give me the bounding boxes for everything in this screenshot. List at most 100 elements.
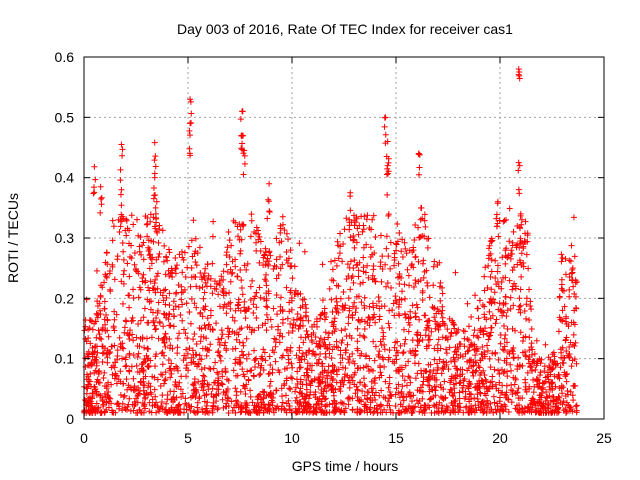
data-point: [134, 392, 141, 399]
data-point: [386, 374, 393, 381]
data-point: [238, 325, 245, 332]
data-point: [462, 393, 469, 400]
data-point: [328, 373, 335, 380]
data-point: [259, 388, 266, 395]
data-point: [145, 346, 152, 353]
data-point: [195, 360, 202, 367]
data-point: [411, 236, 418, 243]
data-point: [448, 330, 455, 337]
data-point: [210, 218, 217, 225]
data-point: [247, 393, 254, 400]
data-point: [294, 290, 301, 297]
data-point: [412, 351, 419, 358]
data-point: [399, 350, 406, 357]
data-point: [283, 230, 290, 237]
data-point: [457, 379, 464, 386]
data-point: [229, 345, 236, 352]
data-point: [303, 313, 310, 320]
data-point: [405, 272, 412, 279]
data-point: [509, 347, 516, 354]
data-point: [116, 229, 123, 236]
data-point: [522, 386, 529, 393]
data-point: [360, 364, 367, 371]
data-point: [172, 378, 179, 385]
data-point: [296, 240, 303, 247]
data-point: [430, 305, 437, 312]
data-point: [528, 344, 535, 351]
data-point: [556, 385, 563, 392]
data-point: [130, 286, 137, 293]
data-point: [423, 324, 430, 331]
data-point: [188, 359, 195, 366]
data-point: [573, 278, 580, 285]
data-point: [132, 267, 139, 274]
data-point: [81, 397, 88, 404]
data-point: [364, 212, 371, 219]
data-point: [205, 381, 212, 388]
data-point: [183, 362, 190, 369]
data-point: [209, 290, 216, 297]
data-point: [445, 404, 452, 411]
data-point: [504, 348, 511, 355]
data-point: [522, 352, 529, 359]
data-point: [333, 262, 340, 269]
data-point: [258, 402, 265, 409]
data-point: [265, 290, 272, 297]
data-point: [319, 363, 326, 370]
data-point: [184, 264, 191, 271]
data-point: [184, 350, 191, 357]
data-point: [232, 385, 239, 392]
data-point: [571, 382, 578, 389]
data-point: [227, 278, 234, 285]
data-point: [160, 287, 167, 294]
data-point: [257, 248, 264, 255]
data-point: [130, 221, 137, 228]
data-point: [419, 388, 426, 395]
data-point: [355, 267, 362, 274]
data-point: [533, 358, 540, 365]
data-point: [481, 311, 488, 318]
data-point: [369, 216, 376, 223]
y-tick-label: 0.6: [55, 49, 75, 65]
data-point: [287, 386, 294, 393]
data-point: [180, 409, 187, 416]
data-point: [292, 388, 299, 395]
data-point: [376, 316, 383, 323]
data-point: [375, 294, 382, 301]
data-point: [416, 151, 423, 158]
data-point: [401, 310, 408, 317]
x-tick-label: 10: [284, 430, 300, 446]
data-point: [364, 395, 371, 402]
data-point: [570, 397, 577, 404]
data-point: [162, 330, 169, 337]
data-point: [392, 297, 399, 304]
data-point: [296, 364, 303, 371]
data-point: [161, 311, 168, 318]
data-point: [315, 359, 322, 366]
data-point: [381, 341, 388, 348]
data-point: [113, 372, 120, 379]
data-point: [490, 409, 497, 416]
data-point: [260, 254, 267, 261]
data-point: [105, 389, 112, 396]
data-point: [232, 360, 239, 367]
data-point: [277, 265, 284, 272]
data-point: [252, 356, 259, 363]
data-point: [174, 350, 181, 357]
data-point: [411, 352, 418, 359]
data-point: [348, 274, 355, 281]
data-point: [419, 336, 426, 343]
data-point: [422, 223, 429, 230]
data-point: [237, 266, 244, 273]
data-point: [507, 305, 514, 312]
data-point: [527, 364, 534, 371]
data-point: [345, 295, 352, 302]
data-point: [145, 284, 152, 291]
data-point: [326, 285, 333, 292]
data-point: [93, 359, 100, 366]
data-point: [100, 349, 107, 356]
data-point: [144, 345, 151, 352]
data-point: [130, 337, 137, 344]
data-point: [122, 227, 129, 234]
data-point: [371, 357, 378, 364]
